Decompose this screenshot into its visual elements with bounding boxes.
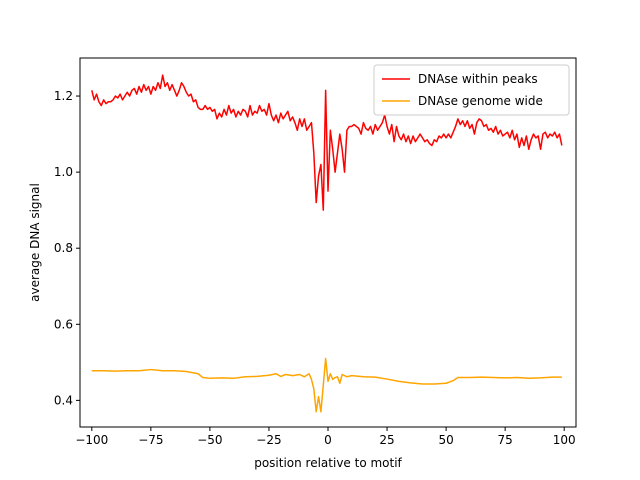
x-axis: −100 −75 −50 −25 0 25 50 75 100 bbox=[75, 427, 576, 447]
x-tick-label: −50 bbox=[197, 433, 222, 447]
legend-label-dnase-genome-wide: DNAse genome wide bbox=[418, 94, 543, 108]
x-tick-label: 75 bbox=[498, 433, 513, 447]
x-tick-label: 25 bbox=[379, 433, 394, 447]
x-tick-label: −100 bbox=[75, 433, 108, 447]
x-tick-label: 0 bbox=[324, 433, 332, 447]
x-axis-label: position relative to motif bbox=[254, 456, 402, 470]
legend-label-dnase-within-peaks: DNAse within peaks bbox=[418, 72, 538, 86]
y-tick-label: 0.6 bbox=[54, 317, 73, 331]
x-tick-label: 100 bbox=[553, 433, 576, 447]
y-axis-label: average DNA signal bbox=[28, 183, 42, 302]
series-line-dnase-within-peaks bbox=[91, 74, 563, 211]
y-tick-label: 0.4 bbox=[54, 393, 73, 407]
x-tick-label: −75 bbox=[138, 433, 163, 447]
series-layer bbox=[91, 74, 563, 413]
y-axis: 0.4 0.6 0.8 1.0 1.2 bbox=[54, 89, 80, 407]
x-tick-label: 50 bbox=[438, 433, 453, 447]
y-tick-label: 1.0 bbox=[54, 165, 73, 179]
legend: DNAse within peaks DNAse genome wide bbox=[373, 64, 570, 116]
y-tick-label: 1.2 bbox=[54, 89, 73, 103]
legend-box bbox=[373, 64, 570, 116]
y-tick-label: 0.8 bbox=[54, 241, 73, 255]
series-line-dnase-genome-wide bbox=[91, 357, 562, 413]
x-tick-label: −25 bbox=[256, 433, 281, 447]
